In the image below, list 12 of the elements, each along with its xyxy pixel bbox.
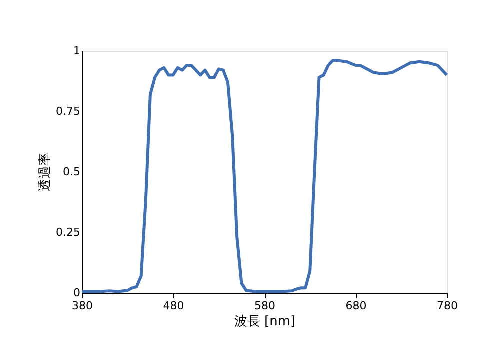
y-tick-label: 0.25 (56, 226, 80, 239)
y-axis-title: 透過率 (37, 153, 54, 192)
y-tick-label: 1 (74, 44, 80, 58)
x-tick-label: 480 (163, 300, 184, 312)
x-axis-title: 波長 [nm] (234, 314, 296, 330)
y-tick-label: 0 (74, 286, 80, 300)
x-tick-label: 780 (437, 300, 458, 312)
y-tick-label: 0.5 (63, 166, 80, 178)
y-tick-label: 0.75 (56, 105, 80, 118)
x-tick-label: 680 (346, 300, 367, 312)
x-tick-label: 380 (72, 300, 93, 312)
x-tick-label: 580 (254, 300, 276, 312)
